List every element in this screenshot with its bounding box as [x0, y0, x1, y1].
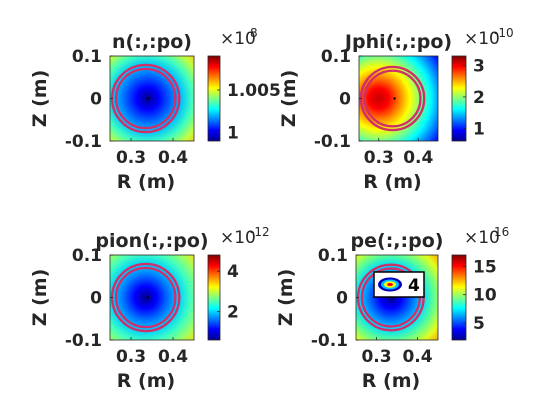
x-tick-label: 0.3 [361, 347, 391, 367]
y-tick-label: 0 [90, 90, 102, 110]
y-tick-label: 0 [339, 90, 351, 110]
chart-title: pe(:,:po) [351, 230, 444, 252]
heatmap-field [359, 56, 438, 141]
y-tick-label: 0.1 [318, 246, 348, 266]
colorbar-multiplier-exponent: -12 [250, 225, 270, 239]
y-axis-label: Z (m) [29, 70, 51, 128]
x-tick-label: 0.4 [158, 148, 188, 168]
colorbar-tick-label: 2 [473, 88, 485, 108]
annotation-label: 4 [408, 276, 420, 296]
flux-circle [114, 67, 177, 130]
colorbar-multiplier-exponent: 16 [494, 225, 509, 239]
chart-title: n(:,:po) [112, 31, 192, 53]
x-axis-label: R (m) [363, 171, 421, 193]
y-axis-label: Z (m) [278, 70, 300, 128]
colorbar-tick-label: 15 [473, 257, 497, 277]
colorbar-tick-label: 1 [227, 124, 239, 144]
annotation-ellipse [387, 282, 393, 287]
y-tick-label: -0.1 [314, 132, 351, 152]
y-tick-label: 0.1 [72, 246, 102, 266]
y-tick-label: -0.1 [65, 331, 102, 351]
y-tick-label: 0.1 [72, 47, 102, 67]
colorbar-tick-label: 2 [227, 303, 239, 323]
chart-title: Jphi(:,:po) [343, 31, 452, 53]
x-tick-label: 0.3 [364, 148, 394, 168]
subplot-2: Jphi(:,:po) 0.3 0.4 R (m) 0.1 0 -0.1 Z (m) 3 2 1 ×1… [278, 26, 514, 193]
flux-circle [363, 69, 422, 128]
colorbar [207, 254, 221, 341]
heatmap-field [110, 56, 194, 141]
y-axis-label: Z (m) [29, 269, 51, 327]
x-axis-label: R (m) [117, 171, 175, 193]
x-tick-label: 0.4 [402, 347, 432, 367]
heatmap-image [359, 56, 438, 141]
axis-marker [146, 97, 149, 100]
x-axis-label: R (m) [362, 370, 420, 392]
y-tick-label: 0 [336, 289, 348, 309]
axis-marker [393, 97, 396, 100]
colorbar-tick-label: 3 [473, 56, 485, 76]
y-tick-label: -0.1 [65, 132, 102, 152]
colorbar-multiplier-exponent: 8 [250, 26, 258, 40]
y-tick-label: -0.1 [311, 331, 348, 351]
subplot-4: 4 pe(:,:po) 0.3 0.4 R (m) 0.1 0 -0.1 Z (m) 15 10 5 ×… [275, 225, 509, 392]
colorbar [207, 55, 221, 142]
colorbar [451, 55, 467, 142]
subplot-3: pion(:,:po) 0.3 0.4 R (m) 0.1 0 -0.1 Z (m) 4 2 ×10… [29, 225, 270, 392]
colorbar [451, 254, 467, 341]
axis-marker [146, 296, 149, 299]
chart-title: pion(:,:po) [95, 230, 208, 252]
colorbar-tick-label: 1 [473, 119, 485, 139]
colorbar-tick-label: 5 [473, 314, 485, 334]
x-tick-label: 0.4 [158, 347, 188, 367]
subplot-1: n(:,:po) 0.3 0.4 R (m) 0.1 0 -0.1 Z (m) 1.005 1 ×1… [29, 26, 281, 193]
y-axis-label: Z (m) [275, 269, 297, 327]
colorbar-multiplier: ×10 [464, 29, 500, 49]
colorbar-tick-label: 1.005 [227, 81, 281, 101]
y-tick-label: 0 [90, 289, 102, 309]
colorbar-multiplier: ×10 [220, 29, 256, 49]
x-tick-label: 0.3 [116, 148, 146, 168]
x-tick-label: 0.3 [116, 347, 146, 367]
colorbar-multiplier: ×10 [220, 228, 256, 248]
heatmap-field [110, 255, 194, 340]
y-tick-label: 0.1 [321, 47, 351, 67]
x-axis-label: R (m) [117, 370, 175, 392]
colorbar-multiplier-exponent: -10 [494, 26, 514, 40]
flux-circle [114, 266, 177, 329]
colorbar-multiplier: ×10 [464, 228, 500, 248]
x-tick-label: 0.4 [403, 148, 433, 168]
colorbar-tick-label: 4 [227, 262, 239, 282]
colorbar-tick-label: 10 [473, 286, 497, 306]
